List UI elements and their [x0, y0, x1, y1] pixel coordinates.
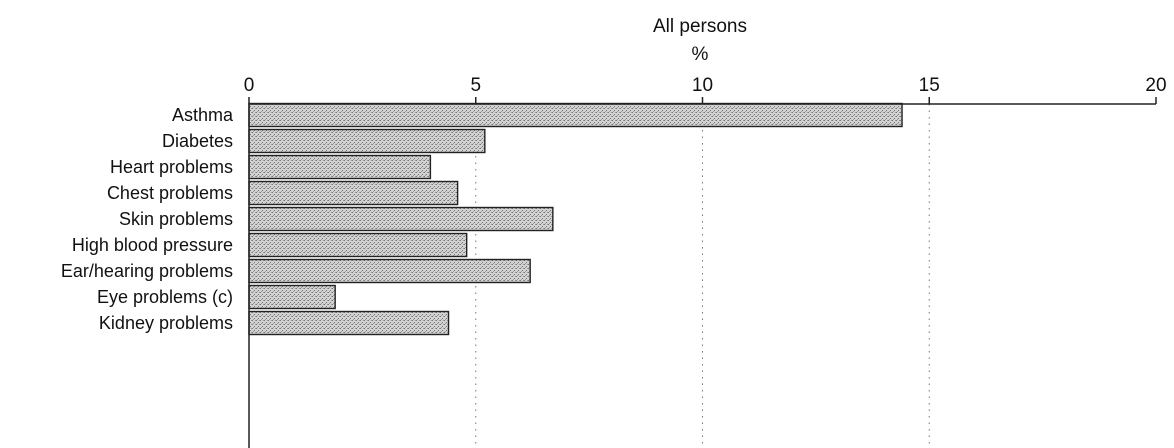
gridlines: [475, 104, 930, 448]
category-label: Ear/hearing problems: [61, 261, 233, 281]
bar: [248, 258, 531, 284]
chart-subtitle: %: [692, 44, 709, 65]
x-tick-label: 15: [919, 75, 940, 96]
category-label: Kidney problems: [99, 313, 233, 333]
category-label: Diabetes: [162, 131, 233, 151]
category-labels: Asthma Diabetes Heart problems Chest proble…: [61, 105, 234, 333]
chart-title: All persons: [653, 16, 747, 37]
bar: [248, 284, 336, 310]
x-tick-label: 10: [692, 75, 713, 96]
bar: [248, 128, 486, 154]
bar: [248, 310, 450, 336]
bar: [248, 102, 903, 128]
x-tick-label: 5: [470, 75, 481, 96]
bar: [248, 232, 468, 258]
bar: [248, 180, 459, 206]
category-label: Chest problems: [107, 183, 233, 203]
bars: [248, 102, 903, 336]
x-tick-label: 20: [1145, 75, 1166, 96]
bar: [248, 206, 554, 232]
category-label: High blood pressure: [72, 235, 233, 255]
category-label: Asthma: [172, 105, 234, 125]
category-label: Heart problems: [110, 157, 233, 177]
x-axis-ticks: 0 5 10 15 20: [244, 75, 1167, 104]
x-tick-label: 0: [244, 75, 255, 96]
bar: [248, 154, 432, 180]
category-label: Eye problems (c): [97, 287, 233, 307]
category-label: Skin problems: [119, 209, 233, 229]
